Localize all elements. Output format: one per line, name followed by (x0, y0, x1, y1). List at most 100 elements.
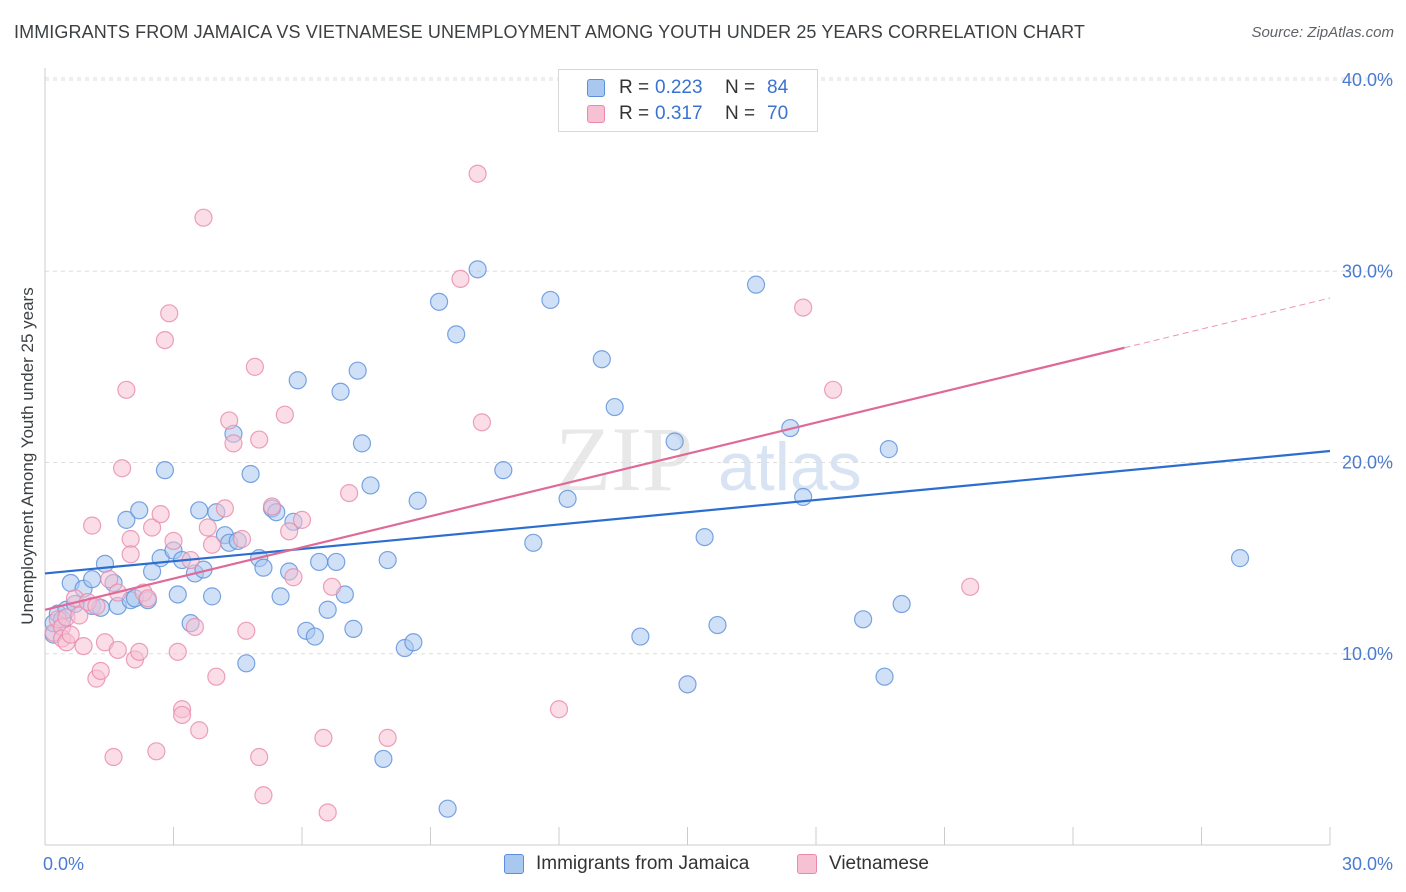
legend-swatch-pink (587, 105, 605, 123)
vietnamese-point (472, 413, 491, 432)
jamaica-point (695, 527, 714, 547)
jamaica-point (241, 464, 260, 484)
jamaica-point (854, 610, 873, 629)
jamaica-point (875, 667, 894, 686)
vietnamese-point (245, 357, 264, 376)
jamaica-point (130, 501, 149, 520)
jamaica-point (83, 570, 102, 589)
legend-r-value: 0.223 (655, 77, 703, 98)
trend-lines (44, 297, 1331, 611)
jamaica-point (237, 654, 256, 673)
vietnamese-point (160, 304, 179, 323)
vietnamese-point (275, 405, 294, 424)
bottom-legend-vietnamese: Vietnamese (797, 852, 929, 876)
tick-labels: 10.0% 20.0% 30.0% 40.0% 0.0% 30.0% (43, 70, 1393, 874)
vietnamese-point (340, 484, 359, 503)
vietnamese-point (250, 430, 269, 449)
vietnamese-point (549, 700, 569, 719)
vietnamese-point (185, 617, 205, 637)
vietnamese-point (207, 667, 226, 686)
vietnamese-point (70, 606, 89, 625)
vietnamese-point (190, 721, 209, 740)
jamaica-point (348, 361, 367, 380)
vietnamese-point (121, 545, 140, 564)
jamaica-point (344, 619, 363, 638)
jamaica-point (190, 501, 209, 520)
vietnamese-point (108, 640, 127, 660)
vietnamese-point (237, 621, 256, 640)
legend-swatch-blue (587, 79, 605, 97)
jamaica-point (592, 350, 611, 369)
vietnamese-point (318, 803, 337, 822)
vietnamese-point (202, 535, 222, 554)
vietnamese-point (91, 661, 110, 681)
chart-title: IMMIGRANTS FROM JAMAICA VS VIETNAMESE UN… (14, 22, 1085, 42)
vietnamese-point (83, 516, 102, 535)
bottom-legend-jamaica: Immigrants from Jamaica (504, 852, 749, 876)
bottom-legend-label-vietnamese: Vietnamese (829, 853, 929, 874)
jamaica-point (438, 799, 457, 818)
jamaica-point (168, 585, 187, 604)
vietnamese-point (117, 380, 136, 399)
vietnamese-point (378, 728, 397, 748)
legend-row-jamaica: R = 0.223 N = 84 (587, 77, 788, 99)
jamaica-point (746, 275, 766, 294)
vietnamese-point (961, 577, 980, 596)
vietnamese-point (292, 510, 312, 529)
jamaica-point (352, 434, 372, 453)
jamaica-trend-line (44, 449, 1331, 575)
jamaica-point (892, 594, 911, 614)
jamaica-point (447, 325, 466, 344)
jamaica-point (678, 675, 697, 694)
correlation-legend: R = 0.223 N = 84 R = 0.317 N = 70 (558, 69, 818, 132)
axes (44, 68, 1331, 846)
jamaica-point (708, 615, 727, 635)
vietnamese-point (164, 531, 183, 551)
jamaica-point (331, 382, 350, 401)
y-tick-label: 40.0% (1342, 70, 1393, 90)
vietnamese-point (155, 331, 175, 350)
jamaica-point (1230, 549, 1250, 568)
jamaica-point (117, 510, 136, 529)
vietnamese-point (121, 529, 140, 549)
vietnamese-point (112, 459, 132, 478)
jamaica-point (305, 627, 324, 646)
vietnamese-point (87, 596, 106, 616)
vietnamese-point (168, 642, 187, 661)
jamaica-point (327, 552, 346, 572)
vietnamese-point (130, 642, 149, 661)
watermark-zip: ZIP (555, 408, 693, 510)
jamaica-point (665, 432, 684, 451)
vietnamese-trend-extension (1124, 297, 1331, 349)
vietnamese-point (314, 728, 333, 748)
jamaica-point (374, 749, 393, 769)
vietnamese-point (151, 505, 170, 524)
jamaica-point (271, 587, 290, 606)
jamaica-point (378, 550, 397, 570)
jamaica-point (95, 554, 115, 573)
vietnamese-point (224, 434, 243, 453)
jamaica-point (310, 552, 329, 572)
legend-r-label: R = (619, 77, 650, 98)
jamaica-point (879, 440, 898, 459)
source-label: Source: ZipAtlas.com (1251, 24, 1394, 41)
vietnamese-point (250, 747, 269, 767)
data-points (44, 164, 1250, 822)
jamaica-point (494, 461, 513, 480)
vietnamese-point (215, 499, 234, 518)
jamaica-point (288, 371, 307, 390)
vietnamese-point (172, 705, 192, 725)
jamaica-point (558, 489, 577, 508)
bottom-legend-swatch-pink (797, 854, 817, 874)
jamaica-point (408, 491, 427, 510)
legend-r-value: 0.317 (655, 103, 703, 124)
legend-n-label: N = (725, 103, 756, 124)
x-tick-label: 0.0% (43, 854, 84, 874)
y-tick-label: 30.0% (1342, 261, 1393, 281)
jamaica-point (202, 587, 222, 606)
y-tick-label: 10.0% (1342, 644, 1393, 664)
vietnamese-point (104, 747, 123, 767)
y-tick-label: 20.0% (1342, 453, 1393, 473)
vietnamese-point (280, 522, 299, 541)
